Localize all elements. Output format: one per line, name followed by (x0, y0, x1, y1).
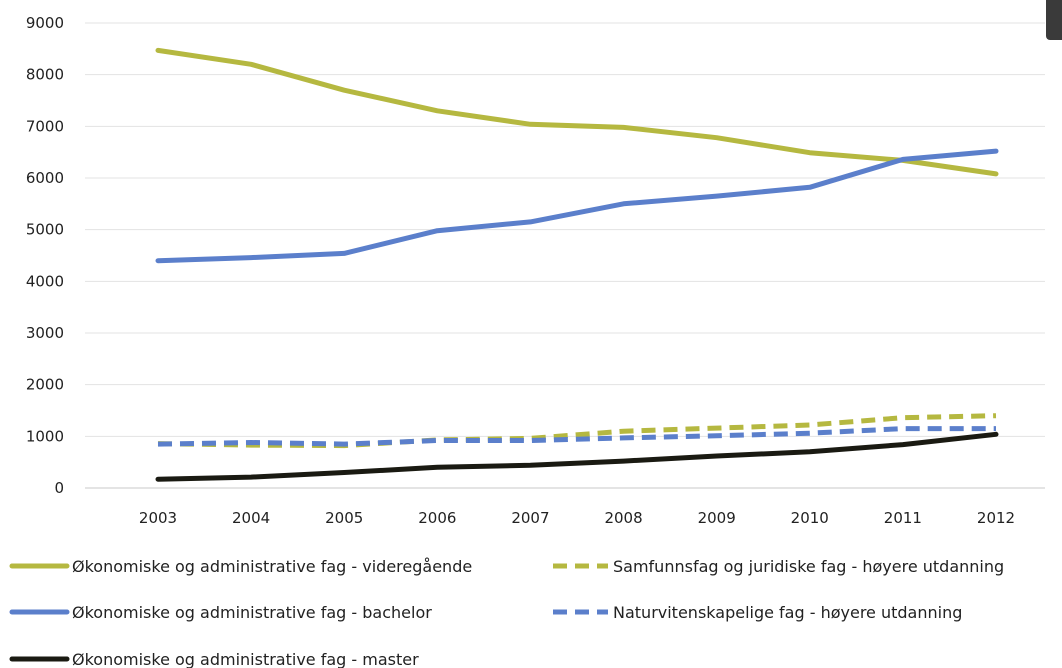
x-tick-label: 2010 (791, 509, 829, 527)
y-tick-label: 2000 (26, 376, 64, 394)
x-tick-label: 2011 (884, 509, 922, 527)
series-line-2 (155, 431, 999, 482)
y-tick-label: 4000 (26, 272, 64, 290)
x-tick-label: 2003 (139, 509, 177, 527)
x-tick-label: 2008 (604, 509, 642, 527)
legend-label: Økonomiske og administrative fag - vider… (72, 557, 472, 576)
y-tick-label: 5000 (26, 221, 64, 239)
legend-label: Naturvitenskapelige fag - høyere utdanni… (613, 603, 962, 622)
legend-label: Økonomiske og administrative fag - bache… (72, 603, 432, 622)
y-tick-label: 9000 (26, 14, 64, 32)
legend-label: Økonomiske og administrative fag - maste… (72, 650, 419, 668)
x-axis-tick-labels: 2003 2004 2005 2006 2007 2008 2009 2010 2011 2012 (139, 509, 1015, 527)
x-tick-label: 2005 (325, 509, 363, 527)
y-tick-label: 8000 (26, 66, 64, 84)
corner-tab[interactable] (1046, 0, 1062, 40)
gridlines (85, 22, 1045, 489)
series-line-0 (155, 47, 999, 177)
y-tick-label: 3000 (26, 324, 64, 342)
x-tick-label: 2007 (511, 509, 549, 527)
y-tick-label: 1000 (26, 427, 64, 445)
x-tick-label: 2009 (698, 509, 736, 527)
y-tick-label: 7000 (26, 117, 64, 135)
legend: Økonomiske og administrative fag - vider… (9, 557, 1004, 668)
x-tick-label: 2012 (977, 509, 1015, 527)
y-axis-tick-labels: 0 1000 2000 3000 4000 5000 6000 7000 8000 9000 (26, 14, 64, 497)
series-lines (155, 47, 999, 482)
legend-label: Samfunnsfag og juridiske fag - høyere ut… (613, 557, 1004, 576)
x-tick-label: 2004 (232, 509, 270, 527)
y-tick-label: 0 (54, 479, 64, 497)
series-line-4 (157, 426, 996, 447)
series-line-1 (155, 148, 999, 264)
x-tick-label: 2006 (418, 509, 456, 527)
y-tick-label: 6000 (26, 169, 64, 187)
